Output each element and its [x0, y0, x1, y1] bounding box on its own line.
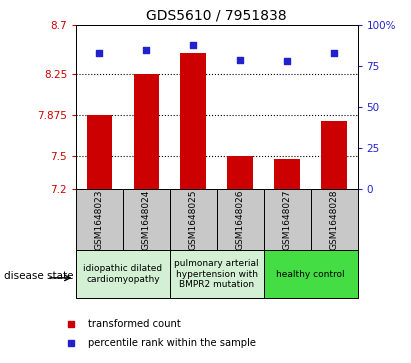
Text: GSM1648028: GSM1648028 [330, 189, 339, 250]
Bar [76, 250, 170, 298]
Text: pulmonary arterial
hypertension with
BMPR2 mutation: pulmonary arterial hypertension with BMP… [175, 259, 259, 289]
Text: GSM1648023: GSM1648023 [95, 189, 104, 250]
Bar [180, 53, 206, 189]
Bar [311, 189, 358, 250]
Bar [123, 189, 170, 250]
Bar [134, 74, 159, 189]
Point [96, 50, 103, 56]
Bar [264, 189, 311, 250]
Text: idiopathic dilated
cardiomyopathy: idiopathic dilated cardiomyopathy [83, 264, 162, 284]
Text: healthy control: healthy control [276, 270, 345, 278]
Bar [264, 250, 358, 298]
Bar [76, 189, 123, 250]
Text: disease state: disease state [4, 272, 74, 281]
Text: transformed count: transformed count [88, 319, 180, 329]
Text: GSM1648024: GSM1648024 [142, 189, 151, 250]
Bar [170, 189, 217, 250]
Bar [87, 115, 112, 189]
Bar [274, 159, 300, 189]
Bar [170, 250, 264, 298]
Point [284, 58, 291, 64]
Bar [217, 189, 264, 250]
Text: GSM1648025: GSM1648025 [189, 189, 198, 250]
Bar [227, 156, 253, 189]
Point [143, 47, 150, 53]
Point [331, 50, 337, 56]
Point [237, 57, 244, 62]
Text: GSM1648026: GSM1648026 [236, 189, 245, 250]
Bar [321, 121, 347, 189]
Title: GDS5610 / 7951838: GDS5610 / 7951838 [146, 9, 287, 23]
Text: percentile rank within the sample: percentile rank within the sample [88, 338, 256, 348]
Text: GSM1648027: GSM1648027 [283, 189, 292, 250]
Point [190, 42, 196, 48]
